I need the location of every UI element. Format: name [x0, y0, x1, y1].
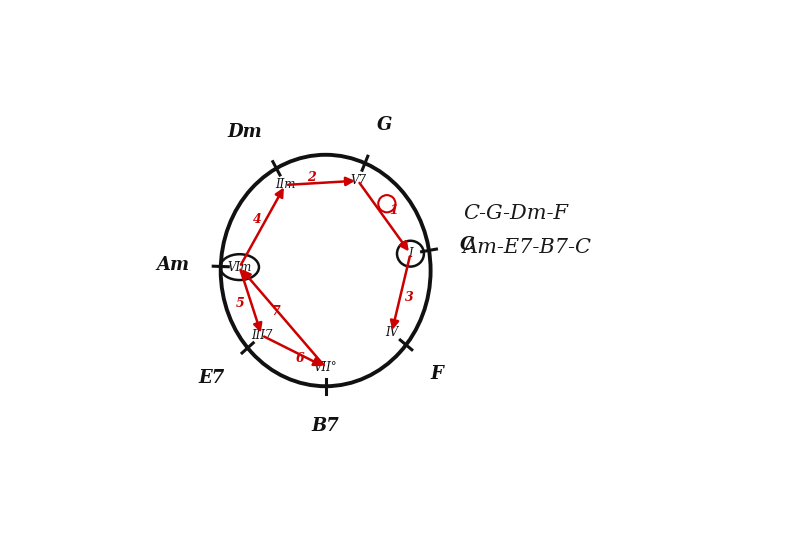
Text: 2: 2 — [307, 171, 316, 184]
Text: III7: III7 — [251, 329, 273, 342]
Text: VII°: VII° — [314, 361, 338, 374]
Text: G: G — [377, 116, 392, 134]
Text: B7: B7 — [312, 418, 339, 436]
Text: VIm: VIm — [228, 261, 252, 274]
Text: IIm: IIm — [275, 179, 295, 192]
Text: C: C — [460, 236, 474, 254]
Text: C-G-Dm-F
Am-E7-B7-C: C-G-Dm-F Am-E7-B7-C — [463, 203, 592, 256]
Text: 5: 5 — [236, 298, 245, 311]
Text: I: I — [408, 247, 413, 260]
Text: Am: Am — [156, 256, 189, 274]
Text: 4: 4 — [253, 213, 261, 226]
Text: V7: V7 — [350, 174, 366, 187]
Text: F: F — [430, 365, 443, 383]
Text: IV: IV — [385, 326, 398, 339]
Text: 3: 3 — [405, 291, 414, 304]
Text: 6: 6 — [296, 352, 305, 365]
Text: E7: E7 — [198, 369, 225, 387]
Text: 7: 7 — [272, 305, 281, 318]
Text: Dm: Dm — [227, 123, 261, 141]
Text: 1: 1 — [390, 204, 399, 217]
